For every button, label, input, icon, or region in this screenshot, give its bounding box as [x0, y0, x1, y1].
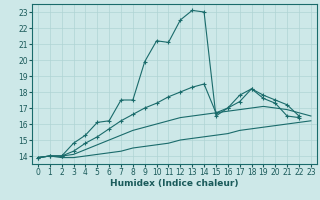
X-axis label: Humidex (Indice chaleur): Humidex (Indice chaleur)	[110, 179, 239, 188]
